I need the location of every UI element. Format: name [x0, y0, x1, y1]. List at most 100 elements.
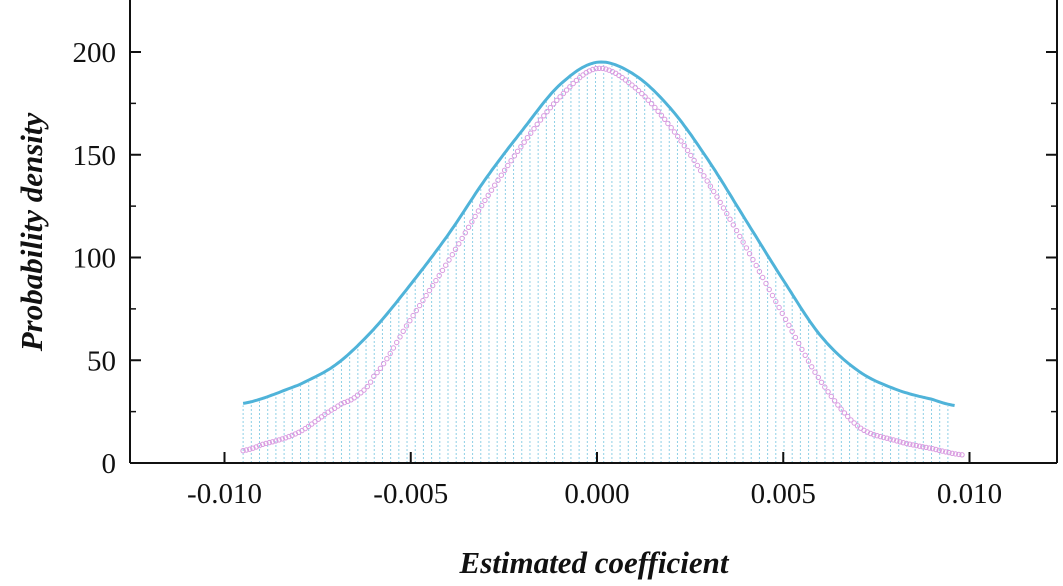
empirical-density-marker — [694, 162, 701, 169]
empirical-density-marker — [430, 282, 436, 289]
empirical-density-marker — [514, 148, 521, 155]
empirical-density-marker — [733, 227, 740, 234]
empirical-density-marker — [652, 104, 658, 111]
empirical-density-marker — [413, 307, 419, 314]
empirical-density-marker — [282, 435, 289, 441]
empirical-density-marker — [400, 328, 406, 334]
y-axis-title: Probability density — [14, 113, 49, 353]
empirical-density-marker — [410, 312, 416, 319]
empirical-density-marker — [384, 356, 390, 362]
empirical-density-marker — [279, 436, 285, 442]
empirical-density-marker — [266, 439, 272, 446]
empirical-density-marker — [547, 105, 553, 111]
empirical-density-marker — [243, 447, 250, 453]
empirical-density-marker — [815, 374, 821, 381]
empirical-density-marker — [818, 379, 825, 385]
empirical-density-marker — [247, 446, 253, 452]
empirical-density-marker — [956, 451, 962, 458]
empirical-density-marker — [903, 440, 910, 447]
empirical-density-marker — [603, 66, 609, 72]
empirical-density-marker — [351, 395, 357, 401]
empirical-density-marker — [929, 446, 936, 452]
ticks: -0.010 -0.005 0.000 0.005 0.010 0 50 100 150 200 — [73, 37, 1057, 510]
empirical-density-marker — [880, 434, 887, 441]
empirical-density-marker — [341, 399, 348, 406]
dotted-fill-lines — [242, 64, 949, 463]
empirical-density-marker — [544, 109, 550, 115]
empirical-density-marker — [472, 213, 478, 220]
empirical-density-marker — [485, 192, 491, 199]
empirical-density-marker — [436, 272, 442, 279]
empirical-density-marker — [371, 373, 377, 379]
empirical-density-marker — [361, 387, 367, 393]
empirical-density-marker — [567, 84, 573, 90]
empirical-density-marker — [557, 94, 563, 100]
empirical-density-marker — [573, 77, 580, 84]
empirical-density-marker — [737, 233, 743, 240]
empirical-density-marker — [446, 257, 452, 263]
empirical-density-marker — [511, 153, 518, 159]
empirical-density-marker — [276, 437, 282, 443]
empirical-density-marker — [479, 202, 485, 209]
x-tick-label: 0.000 — [564, 478, 629, 510]
empirical-density-marker — [508, 158, 514, 164]
empirical-density-marker — [563, 87, 570, 93]
empirical-density-marker — [606, 67, 612, 73]
empirical-density-marker — [884, 435, 890, 441]
empirical-density-marker — [763, 280, 769, 287]
empirical-density-marker — [916, 443, 923, 449]
empirical-density-marker — [831, 398, 838, 404]
empirical-density-marker — [688, 152, 694, 159]
empirical-density-marker — [390, 345, 397, 351]
empirical-density-marker — [907, 441, 913, 447]
empirical-density-marker — [648, 101, 655, 107]
empirical-density-marker — [943, 449, 949, 455]
empirical-density-marker — [776, 304, 782, 311]
empirical-density-marker — [286, 433, 292, 440]
x-tick-label: 0.010 — [937, 478, 1002, 510]
empirical-density-marker — [240, 448, 246, 454]
empirical-density-marker — [835, 402, 841, 408]
empirical-density-marker — [426, 287, 433, 294]
empirical-density-marker — [756, 268, 763, 275]
empirical-density-marker — [449, 252, 455, 258]
empirical-density-marker — [387, 350, 393, 357]
empirical-density-marker — [910, 442, 916, 448]
empirical-density-marker — [681, 143, 687, 149]
empirical-density-marker — [626, 79, 632, 86]
empirical-density-marker — [730, 222, 736, 228]
empirical-density-marker — [459, 235, 465, 242]
axes — [129, 0, 1058, 464]
empirical-density-marker — [433, 277, 439, 284]
empirical-density-marker — [825, 389, 831, 395]
empirical-density-marker — [949, 450, 955, 456]
empirical-density-marker — [456, 241, 462, 247]
empirical-density-marker — [289, 432, 295, 438]
empirical-density-marker — [377, 365, 384, 371]
empirical-density-marker — [867, 430, 874, 437]
empirical-density-marker — [452, 246, 459, 253]
empirical-density-marker — [727, 216, 733, 222]
empirical-density-marker — [684, 147, 691, 154]
empirical-density-marker — [534, 121, 540, 128]
empirical-density-marker — [501, 167, 508, 174]
empirical-density-marker — [488, 187, 495, 193]
empirical-density-marker — [518, 144, 524, 150]
empirical-density-marker — [668, 125, 674, 131]
empirical-density-marker — [662, 116, 668, 123]
empirical-density-marker — [482, 197, 488, 204]
empirical-density-marker — [933, 446, 939, 453]
empirical-density-marker — [658, 112, 665, 119]
empirical-density-marker — [443, 262, 449, 268]
empirical-density-marker — [746, 251, 753, 257]
empirical-density-marker — [465, 224, 472, 231]
empirical-density-marker — [599, 65, 606, 72]
empirical-density-marker — [750, 256, 756, 263]
empirical-density-marker — [887, 436, 893, 442]
empirical-density-marker — [312, 419, 318, 425]
empirical-density-marker — [900, 440, 906, 446]
empirical-density-marker — [374, 369, 380, 376]
empirical-density-marker — [851, 420, 857, 426]
empirical-density-marker — [364, 383, 370, 390]
